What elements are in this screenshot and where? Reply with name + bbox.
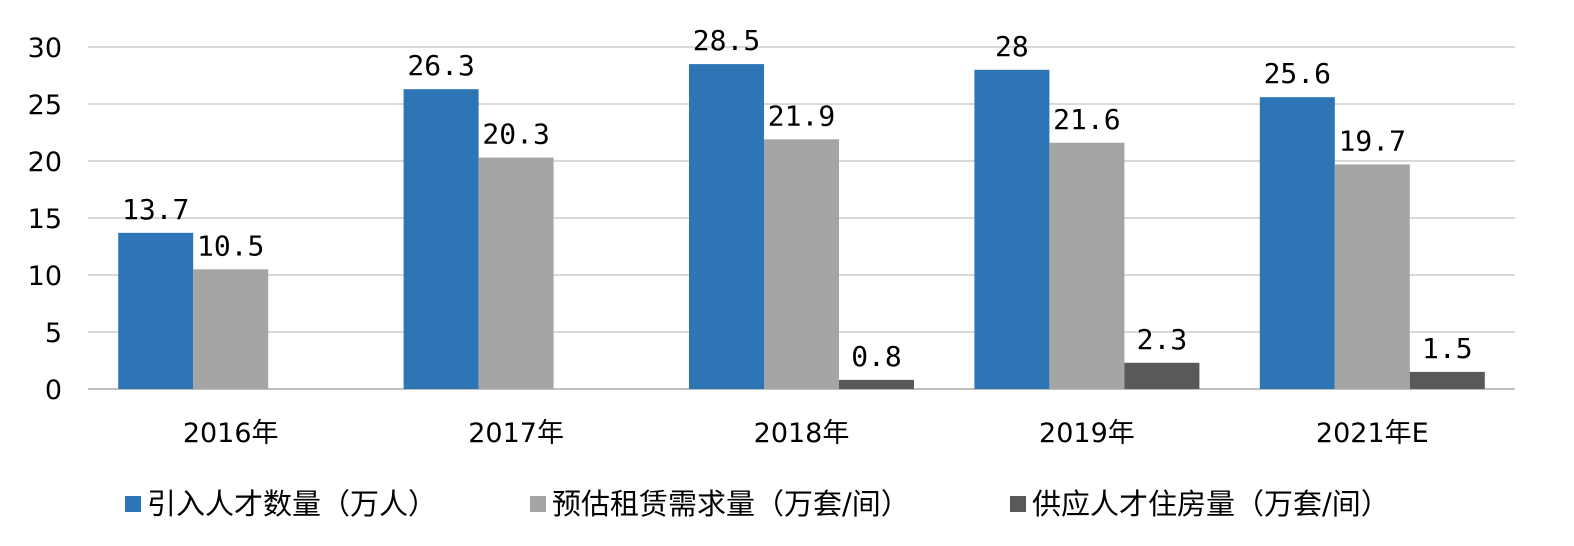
y-tick-label: 25 — [28, 90, 62, 121]
x-tick-label: 2019年 — [1039, 418, 1135, 449]
y-tick-label: 5 — [45, 318, 62, 349]
data-label: 21.6 — [1053, 103, 1120, 136]
data-label: 2.3 — [1137, 323, 1188, 356]
y-tick-label: 20 — [28, 147, 62, 178]
bars — [118, 64, 1485, 390]
data-label: 1.5 — [1422, 332, 1473, 365]
bar — [1124, 362, 1200, 389]
data-label: 21.9 — [768, 99, 835, 132]
bar — [403, 89, 479, 390]
data-label: 25.6 — [1264, 57, 1331, 90]
bar — [1334, 164, 1410, 389]
bar — [689, 64, 764, 389]
bar — [478, 157, 554, 389]
bar — [974, 69, 1050, 390]
legend-swatch — [1010, 496, 1026, 512]
data-label: 28 — [995, 30, 1029, 63]
bar — [1259, 97, 1335, 389]
bar — [118, 232, 194, 389]
bar — [764, 139, 839, 389]
legend: 引入人才数量（万人） 预估租赁需求量（万套/间） 供应人才住房量（万套/间） — [125, 487, 1390, 521]
x-tick-label: 2018年 — [754, 418, 850, 449]
legend-label: 供应人才住房量（万套/间） — [1032, 487, 1390, 521]
legend-label: 引入人才数量（万人） — [147, 487, 437, 521]
x-tick-label: 2016年 — [183, 418, 279, 449]
y-tick-label: 0 — [45, 375, 62, 406]
data-label: 28.5 — [693, 24, 760, 57]
bar — [193, 269, 269, 389]
data-label: 0.8 — [851, 340, 902, 373]
x-tick-label: 2021年E — [1316, 418, 1429, 449]
data-label: 26.3 — [407, 49, 474, 82]
bar — [1049, 142, 1125, 389]
legend-swatch — [125, 496, 141, 512]
bar — [1409, 371, 1485, 389]
data-label: 20.3 — [482, 118, 549, 151]
data-label: 19.7 — [1339, 124, 1406, 157]
data-labels: 13.710.5 26.3 20.3 28.5 21.9 0.8 28 21.6 2.3 25.6… — [122, 24, 1473, 373]
x-axis: 2016年 2017年 2018年 2019年 2021年E — [183, 418, 1429, 449]
y-axis: 0 5 10 15 20 25 30 — [28, 33, 62, 406]
y-tick-label: 30 — [28, 33, 62, 64]
bar — [839, 379, 914, 389]
y-tick-label: 15 — [28, 204, 62, 235]
data-label: 13.7 — [122, 193, 189, 226]
legend-swatch — [530, 496, 546, 512]
y-tick-label: 10 — [28, 261, 62, 292]
data-label: 10.5 — [197, 229, 264, 262]
x-tick-label: 2017年 — [468, 418, 564, 449]
legend-label: 预估租赁需求量（万套/间） — [552, 487, 910, 521]
